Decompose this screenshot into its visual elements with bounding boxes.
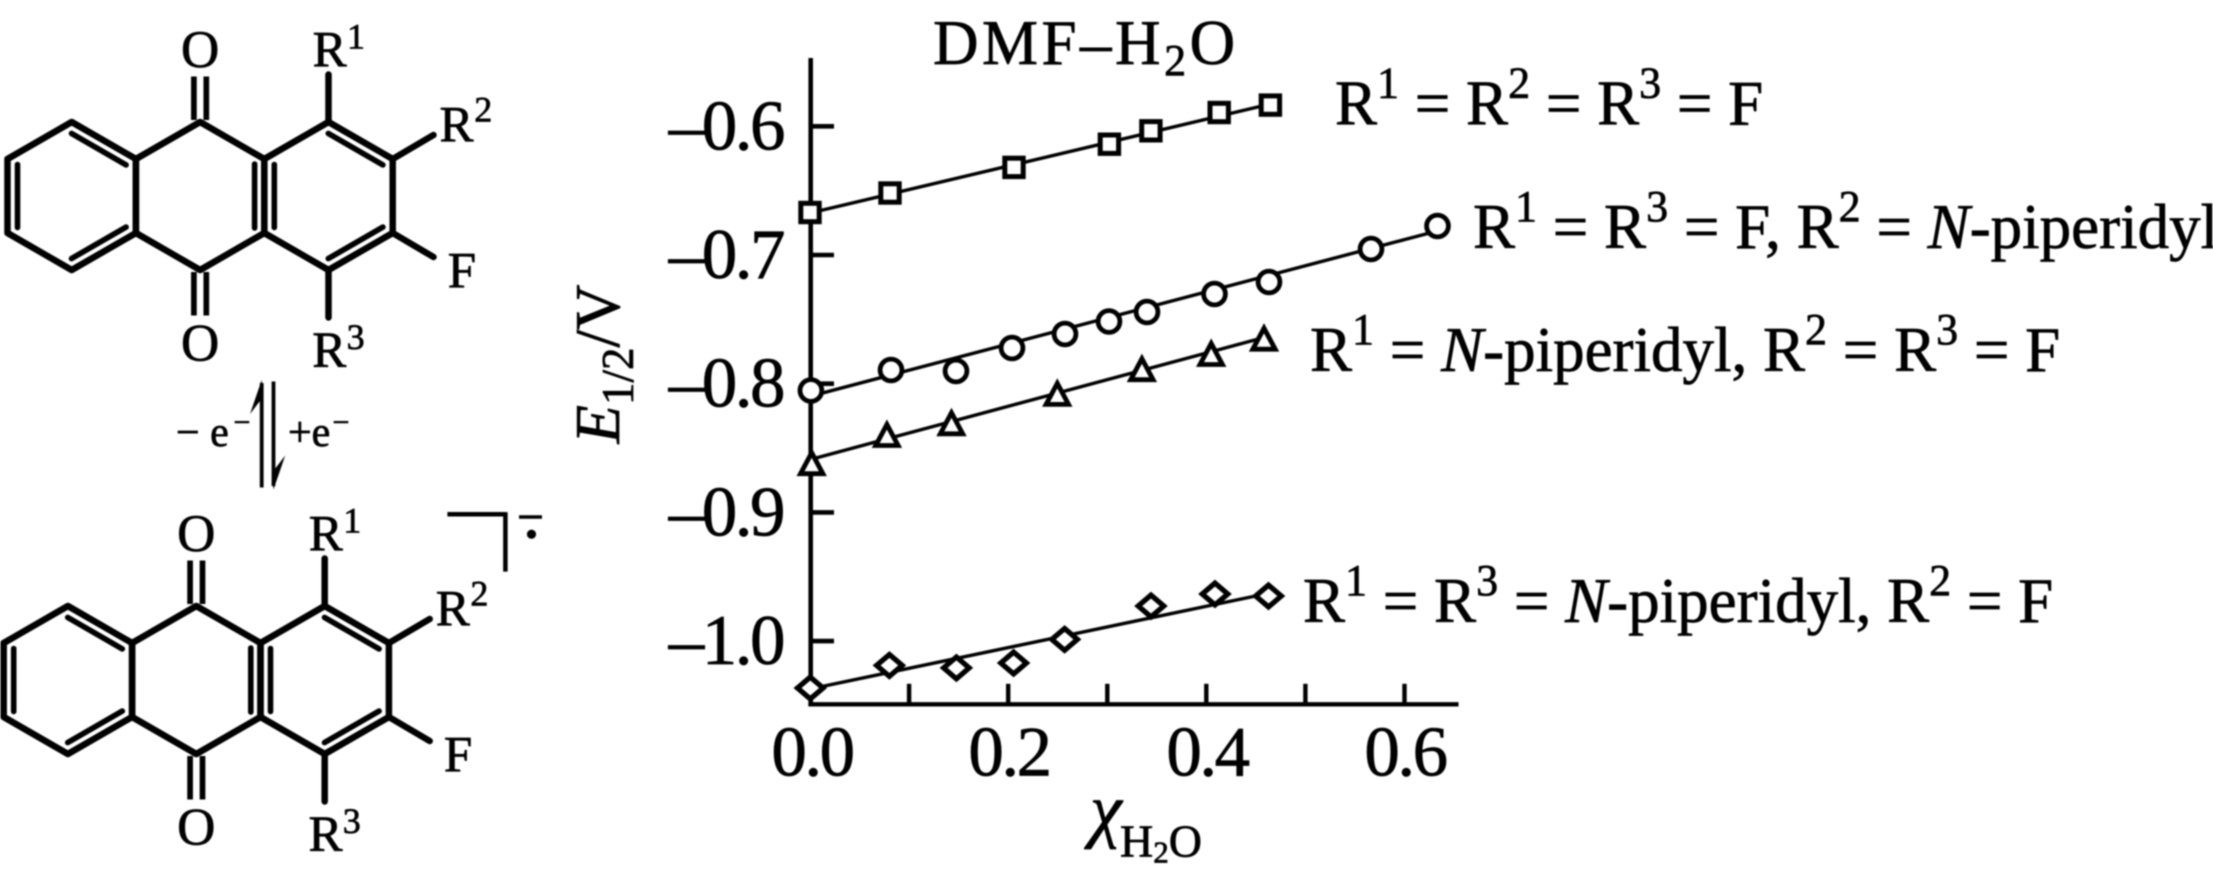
svg-text:1: 1 xyxy=(347,17,365,57)
svg-text:+e: +e xyxy=(288,410,330,456)
svg-text:χ: χ xyxy=(1084,770,1124,850)
svg-text:R1​ = N-piperidyl, R2​ = R3​ =: R1​ = N-piperidyl, R2​ = R3​ = F xyxy=(1310,305,2060,385)
svg-text:R: R xyxy=(312,323,346,379)
svg-text:DMF–H2O: DMF–H2O xyxy=(933,8,1239,85)
svg-text:R1​ = R2​ = R3​ = F: R1​ = R2​ = R3​ = F xyxy=(1335,59,1763,139)
svg-text:2: 2 xyxy=(474,89,492,129)
svg-text:–0.7: –0.7 xyxy=(668,216,784,294)
svg-text:0.2: 0.2 xyxy=(968,714,1049,792)
svg-text:H2O: H2O xyxy=(1120,816,1202,870)
svg-text:−: − xyxy=(333,406,350,439)
svg-text:R: R xyxy=(440,97,474,153)
svg-text:–0.9: –0.9 xyxy=(668,473,783,551)
svg-text:–1.0: –1.0 xyxy=(668,602,783,680)
svg-text:O: O xyxy=(181,315,219,373)
svg-text:0.6: 0.6 xyxy=(1364,714,1446,792)
svg-text:R1​ = R3​ = N-piperidyl, R2​ =: R1​ = R3​ = N-piperidyl, R2​ = F xyxy=(1303,556,2053,636)
svg-text:E1/2/V: E1/2/V xyxy=(563,285,643,445)
svg-text:–0.6: –0.6 xyxy=(668,87,784,165)
svg-text:3: 3 xyxy=(347,317,365,357)
svg-text:− e: − e xyxy=(176,410,229,456)
svg-text:O: O xyxy=(181,21,219,79)
svg-text:F: F xyxy=(448,244,476,300)
svg-text:R1​ = R3​ = F, R2​ = N-piperid: R1​ = R3​ = F, R2​ = N-piperidyl xyxy=(1473,182,2213,262)
svg-text:0.0: 0.0 xyxy=(771,714,852,792)
svg-text:0.4: 0.4 xyxy=(1166,714,1249,792)
svg-text:−: − xyxy=(234,406,251,439)
svg-text:R: R xyxy=(313,23,347,79)
svg-text:–0.8: –0.8 xyxy=(668,345,783,423)
